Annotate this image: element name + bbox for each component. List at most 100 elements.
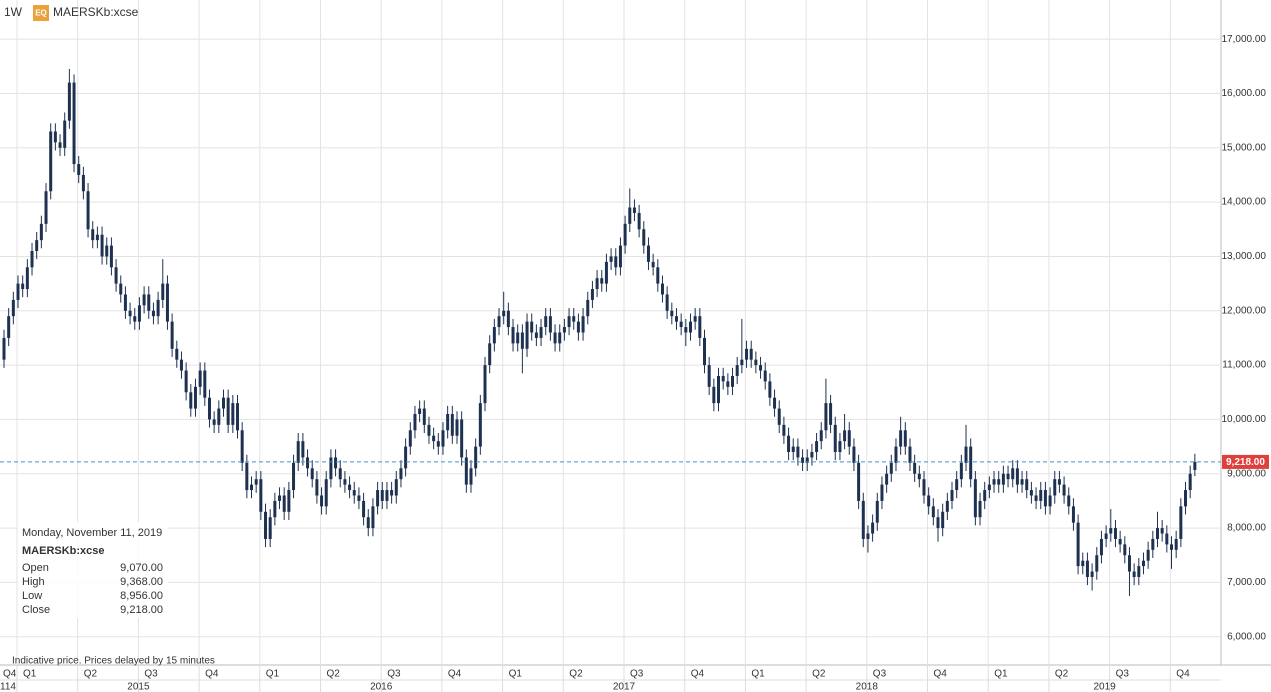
candle-body [590, 289, 594, 300]
candle-body [1020, 479, 1024, 485]
candle-body [390, 490, 394, 496]
last-price-tag [1222, 454, 1269, 469]
x-tick-label: Q1 [23, 669, 37, 680]
candle-body [259, 479, 263, 512]
candle-body [651, 261, 655, 268]
interval: 1W [4, 5, 23, 19]
info-value: 9,070.00 [120, 562, 163, 574]
candle-body [67, 82, 71, 121]
candle-body [548, 316, 552, 333]
candle-body [1062, 484, 1066, 496]
info-value: 9,368.00 [120, 576, 163, 588]
candle-body [58, 142, 62, 148]
candle-body [763, 370, 767, 382]
candle-body [721, 375, 725, 382]
info-value: 8,956.00 [120, 590, 163, 602]
x-tick-label: Q2 [1055, 669, 1069, 680]
candle-body [1155, 528, 1159, 539]
candle-body [642, 229, 646, 246]
candle-body [1174, 538, 1178, 550]
candle-body [987, 484, 991, 491]
candle-body [609, 256, 613, 262]
candle-body [707, 365, 711, 387]
candle-body [632, 207, 636, 213]
x-tick-label: Q1 [509, 669, 523, 680]
candle-body [973, 479, 977, 518]
candle-body [558, 332, 562, 344]
candle-body [100, 234, 104, 257]
candle-body [637, 212, 641, 230]
candle-body [380, 490, 384, 501]
candle-body [796, 446, 800, 458]
candle-body [754, 359, 758, 366]
badge-box [33, 5, 49, 21]
footnote: Indicative price. Prices delayed by 15 m… [12, 656, 215, 667]
candle-body [147, 294, 151, 311]
y-tick-label: 8,000.00 [1227, 523, 1266, 534]
candle-body [86, 191, 90, 230]
candle-body [801, 457, 805, 463]
info-symbol: MAERSKb:xcse [22, 545, 105, 557]
candle-body [469, 468, 473, 485]
candle-body [665, 294, 669, 311]
candle-body [749, 348, 753, 360]
candle-body [945, 500, 949, 512]
candle-body [478, 403, 482, 447]
candle-body [913, 462, 917, 474]
candle-body [179, 359, 183, 371]
candle-body [212, 419, 216, 425]
candle-body [983, 490, 987, 501]
candle-body [44, 191, 48, 224]
candle-body [72, 82, 76, 165]
candle-body [1053, 479, 1057, 496]
candle-body [1146, 549, 1150, 561]
candle-body [324, 479, 328, 507]
candle-body [623, 223, 627, 246]
candle-body [226, 397, 230, 425]
candle-body [404, 446, 408, 469]
candle-body [824, 403, 828, 431]
candle-body [1160, 528, 1164, 534]
candle-body [997, 479, 1001, 485]
x-tick-label: Q4 [448, 669, 462, 680]
candle-body [63, 120, 67, 148]
x-tick-label: Q1 [994, 669, 1008, 680]
x-tick-label: Q4 [934, 669, 948, 680]
candle-body [838, 441, 842, 453]
candle-body [408, 430, 412, 447]
candle-body [221, 397, 225, 409]
x-tick-label: Q3 [144, 669, 158, 680]
candle-body [1048, 495, 1052, 507]
year-label: 2017 [613, 682, 636, 692]
candle-body [759, 365, 763, 371]
year-label: 2015 [127, 682, 150, 692]
candle-body [1043, 490, 1047, 507]
candle-body [819, 430, 823, 442]
candle-body [287, 490, 291, 512]
info-label: Close [22, 604, 50, 616]
candle-body [53, 131, 57, 143]
x-tick-label: Q3 [387, 669, 401, 680]
candle-body [460, 419, 464, 458]
candle-body [114, 267, 118, 284]
year-label: 2016 [370, 682, 393, 692]
candle-body [885, 473, 889, 485]
candle-body [399, 468, 403, 480]
candle-body [1034, 495, 1038, 501]
candle-body [1123, 544, 1127, 556]
candle-body [1104, 533, 1108, 539]
candle-body [30, 251, 34, 268]
candle-body [614, 256, 618, 268]
candle-body [969, 446, 973, 480]
candle-body [35, 240, 39, 252]
candle-body [1006, 473, 1010, 480]
candle-body [735, 365, 739, 376]
candle-body [880, 484, 884, 501]
candle-body [656, 267, 660, 284]
y-tick-label: 15,000.00 [1222, 142, 1267, 153]
candle-body [525, 321, 529, 349]
candle-body [1001, 473, 1005, 485]
candle-body [446, 413, 450, 431]
candle-body [123, 294, 127, 311]
candle-body [1029, 490, 1033, 496]
